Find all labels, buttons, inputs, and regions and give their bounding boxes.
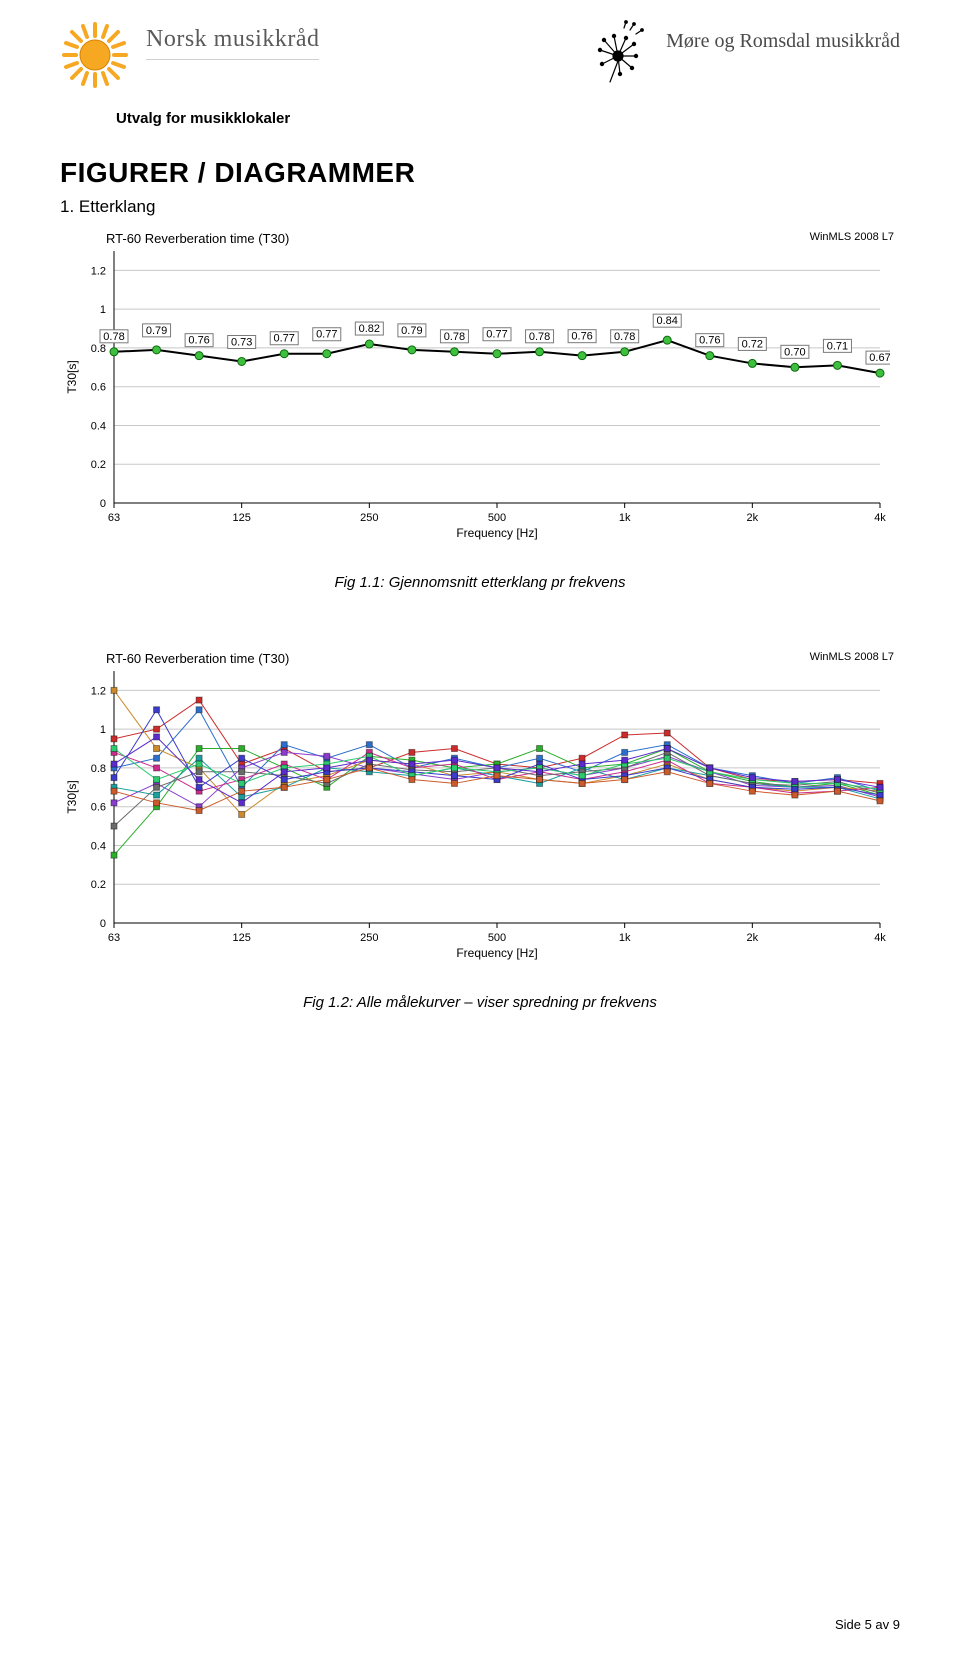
svg-text:0.84: 0.84 xyxy=(657,315,678,327)
svg-text:0.6: 0.6 xyxy=(91,802,106,814)
svg-text:0.71: 0.71 xyxy=(827,340,848,352)
svg-text:500: 500 xyxy=(488,512,506,524)
svg-text:0.77: 0.77 xyxy=(274,333,295,345)
svg-text:250: 250 xyxy=(360,932,378,944)
svg-text:1: 1 xyxy=(100,724,106,736)
svg-text:0: 0 xyxy=(100,918,106,930)
chart2-container: RT-60 Reverberation time (T30) WinMLS 20… xyxy=(60,651,900,968)
svg-text:0.67: 0.67 xyxy=(869,352,890,364)
header-left: Norsk musikkråd xyxy=(60,20,319,95)
svg-text:0.2: 0.2 xyxy=(91,459,106,471)
svg-text:1.2: 1.2 xyxy=(91,685,106,697)
svg-text:1: 1 xyxy=(100,304,106,316)
svg-text:T30[s]: T30[s] xyxy=(65,360,79,393)
svg-text:0.72: 0.72 xyxy=(742,338,763,350)
chart2-svg: 0 0.2 0.4 0.6 0.8 1 1.2 63 125 250 500 1k 2k 4k Freque… xyxy=(60,663,890,963)
svg-text:0.82: 0.82 xyxy=(359,323,380,335)
svg-text:0.76: 0.76 xyxy=(571,331,592,343)
page-header: Norsk musikkråd xyxy=(60,20,900,110)
svg-text:Frequency [Hz]: Frequency [Hz] xyxy=(456,946,537,960)
svg-text:0.4: 0.4 xyxy=(91,840,106,852)
svg-text:1.2: 1.2 xyxy=(91,265,106,277)
svg-text:0.78: 0.78 xyxy=(614,331,635,343)
svg-text:250: 250 xyxy=(360,512,378,524)
svg-text:2k: 2k xyxy=(747,932,759,944)
svg-text:2k: 2k xyxy=(747,512,759,524)
svg-text:1k: 1k xyxy=(619,512,631,524)
fig1-caption: Fig 1.1: Gjennomsnitt etterklang pr frek… xyxy=(60,574,900,591)
page: Norsk musikkråd xyxy=(0,0,960,1656)
fig2-caption: Fig 1.2: Alle målekurver – viser spredni… xyxy=(60,994,900,1011)
svg-text:0.78: 0.78 xyxy=(444,331,465,343)
section-title: FIGURER / DIAGRAMMER xyxy=(60,157,900,189)
svg-text:4k: 4k xyxy=(874,932,886,944)
svg-text:63: 63 xyxy=(108,512,120,524)
svg-text:0.6: 0.6 xyxy=(91,382,106,394)
svg-text:0.78: 0.78 xyxy=(103,331,124,343)
svg-text:125: 125 xyxy=(232,932,250,944)
svg-text:0.76: 0.76 xyxy=(699,335,720,347)
dandelion-logo-icon xyxy=(586,20,656,89)
chart1-container: RT-60 Reverberation time (T30) WinMLS 20… xyxy=(60,231,900,548)
svg-text:125: 125 xyxy=(232,512,250,524)
svg-text:4k: 4k xyxy=(874,512,886,524)
svg-text:Frequency [Hz]: Frequency [Hz] xyxy=(456,526,537,540)
sun-logo-icon xyxy=(60,20,130,95)
svg-text:T30[s]: T30[s] xyxy=(65,780,79,813)
svg-text:0.77: 0.77 xyxy=(316,329,337,341)
svg-text:0.4: 0.4 xyxy=(91,420,106,432)
subheader: Utvalg for musikklokaler xyxy=(116,110,900,127)
section-subtitle: 1. Etterklang xyxy=(60,197,900,217)
org-left-title: Norsk musikkråd xyxy=(146,26,319,60)
svg-text:500: 500 xyxy=(488,932,506,944)
svg-text:0.70: 0.70 xyxy=(784,346,805,358)
svg-text:0.73: 0.73 xyxy=(231,336,252,348)
page-footer: Side 5 av 9 xyxy=(835,1617,900,1632)
svg-text:0.78: 0.78 xyxy=(529,331,550,343)
svg-text:0.79: 0.79 xyxy=(401,325,422,337)
svg-text:0: 0 xyxy=(100,498,106,510)
org-right-title: Møre og Romsdal musikkråd xyxy=(666,30,900,53)
svg-text:0.8: 0.8 xyxy=(91,343,106,355)
svg-text:1k: 1k xyxy=(619,932,631,944)
svg-text:0.2: 0.2 xyxy=(91,879,106,891)
header-right: Møre og Romsdal musikkråd xyxy=(586,20,900,89)
svg-text:63: 63 xyxy=(108,932,120,944)
svg-text:0.79: 0.79 xyxy=(146,325,167,337)
svg-text:0.8: 0.8 xyxy=(91,763,106,775)
svg-text:0.77: 0.77 xyxy=(486,329,507,341)
chart1-svg: 0 0.2 0.4 0.6 0.8 1 1.2 63 125 250 500 1k 2k 4k Freque… xyxy=(60,243,890,543)
svg-text:0.76: 0.76 xyxy=(188,335,209,347)
